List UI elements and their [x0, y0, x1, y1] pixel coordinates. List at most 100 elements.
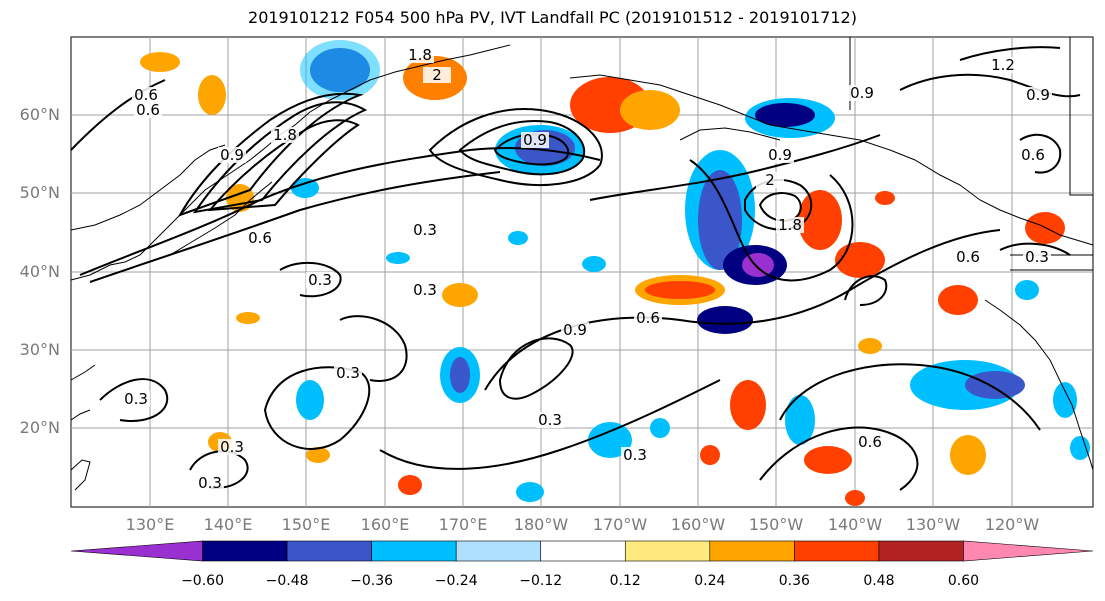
- contour-label-bg: [989, 57, 1017, 73]
- contour-label: 0.3: [538, 411, 562, 429]
- shade-blob: [1070, 436, 1090, 460]
- contour-label-bg: [406, 47, 434, 63]
- colorbar-segment: [624, 540, 711, 562]
- lat-label: 60°N: [19, 105, 60, 124]
- contour-label-bg: [423, 67, 451, 83]
- contour-label-bg: [561, 322, 589, 338]
- contour-label: 0.6: [134, 86, 158, 104]
- colorbar-tick-label: −0.24: [434, 573, 478, 589]
- contour-label-bg: [1019, 147, 1047, 163]
- colorbar-tick-label: 0.12: [609, 573, 641, 589]
- contour-label: 0.6: [136, 101, 160, 119]
- contour-label: 1.2: [991, 56, 1015, 74]
- colorbar-segment: [878, 540, 964, 562]
- lon-label: 140°E: [203, 515, 253, 534]
- shade-blob: [742, 253, 774, 277]
- lon-label: 160°E: [360, 515, 410, 534]
- contour-label: 0.6: [248, 229, 272, 247]
- lon-label: 130°W: [905, 515, 961, 534]
- contour-label: 1.8: [778, 216, 802, 234]
- contour-label-bg: [954, 249, 982, 265]
- shade-blob: [442, 283, 478, 307]
- contour-label-bg: [306, 272, 334, 288]
- contour-label: 0.9: [220, 146, 244, 164]
- lat-label: 50°N: [19, 183, 60, 202]
- lon-label: 170°W: [592, 515, 648, 534]
- colorbar-segment: [70, 540, 203, 562]
- colorbar-segment: [202, 540, 288, 562]
- contour-label-bg: [218, 439, 246, 455]
- shade-blob: [386, 252, 410, 264]
- colorbar-tick-label: 0.48: [863, 573, 895, 589]
- contour-label: 0.6: [1021, 146, 1045, 164]
- shade-blob: [582, 256, 606, 272]
- contour-label: 0.3: [220, 438, 244, 456]
- shade-blob: [306, 447, 330, 463]
- colorbar-segment: [455, 540, 542, 562]
- shade-blob: [516, 482, 544, 502]
- contour-label-bg: [411, 222, 439, 238]
- contour-label-bg: [856, 434, 884, 450]
- shade-blob: [140, 52, 180, 72]
- shade-blob: [730, 380, 766, 430]
- colorbar-segment: [794, 540, 880, 562]
- contour-label-bg: [1024, 87, 1052, 103]
- contour-label-bg: [776, 217, 804, 233]
- colorbar-tick-label: −0.36: [350, 573, 394, 589]
- contour-label-bg: [756, 172, 784, 188]
- contour-label: 0.9: [563, 321, 587, 339]
- shade-blob: [804, 446, 852, 474]
- contour-label: 0.3: [413, 221, 437, 239]
- shade-blob: [398, 475, 422, 495]
- contour-label-bg: [218, 147, 246, 163]
- contour-label: 0.9: [850, 84, 874, 102]
- contour-label-bg: [766, 147, 794, 163]
- shade-blob: [1053, 382, 1077, 418]
- contour-label: 0.3: [623, 446, 647, 464]
- lon-label: 170°E: [438, 515, 488, 534]
- shade-blob: [645, 281, 715, 299]
- shade-blob: [620, 90, 680, 130]
- shade-blob: [835, 242, 885, 278]
- colorbar-segment: [540, 540, 626, 562]
- shade-blob: [845, 490, 865, 506]
- shade-blob: [650, 418, 670, 438]
- lat-label: 20°N: [19, 418, 60, 437]
- shade-blob: [798, 190, 842, 250]
- contour-label: 0.3: [308, 271, 332, 289]
- lon-label: 150°W: [748, 515, 804, 534]
- shade-blob: [965, 371, 1025, 399]
- contour-label-bg: [122, 391, 150, 407]
- contour-label: 0.3: [336, 364, 360, 382]
- shade-blob: [508, 231, 528, 245]
- ivt-contours: [70, 46, 1081, 491]
- shade-blob: [875, 191, 895, 205]
- shade-blob: [697, 306, 753, 334]
- lon-label: 160°W: [670, 515, 726, 534]
- contour-label-bg: [634, 310, 662, 326]
- contour-label: 0.3: [124, 390, 148, 408]
- lat-label: 30°N: [19, 340, 60, 359]
- contour-label-bg: [411, 282, 439, 298]
- contour-label: 2: [432, 66, 442, 84]
- contour-label: 0.3: [198, 474, 222, 492]
- lon-label: 140°W: [827, 515, 883, 534]
- shade-blob: [858, 338, 882, 354]
- contour-label-bg: [196, 475, 224, 491]
- contour-label: 0.6: [858, 433, 882, 451]
- contour-labels: 1.820.60.91.8 0.90.30.31.820.90.60.30.30.…: [122, 46, 1052, 492]
- contour-label-bg: [246, 230, 274, 246]
- lon-label: 150°E: [281, 515, 331, 534]
- contour-label-bg: [134, 102, 162, 118]
- contour-label: 0.9: [523, 131, 547, 149]
- contour-label-bg: [521, 132, 549, 148]
- contour-label: 1.8: [408, 46, 432, 64]
- shade-blob: [698, 170, 742, 270]
- colorbar: [70, 540, 1094, 562]
- shade-blob: [785, 395, 815, 445]
- lat-label: 40°N: [19, 262, 60, 281]
- contour-label-bg: [1023, 249, 1051, 265]
- shade-blob: [755, 103, 815, 127]
- lon-label: 130°E: [125, 515, 175, 534]
- shade-blob: [236, 312, 260, 324]
